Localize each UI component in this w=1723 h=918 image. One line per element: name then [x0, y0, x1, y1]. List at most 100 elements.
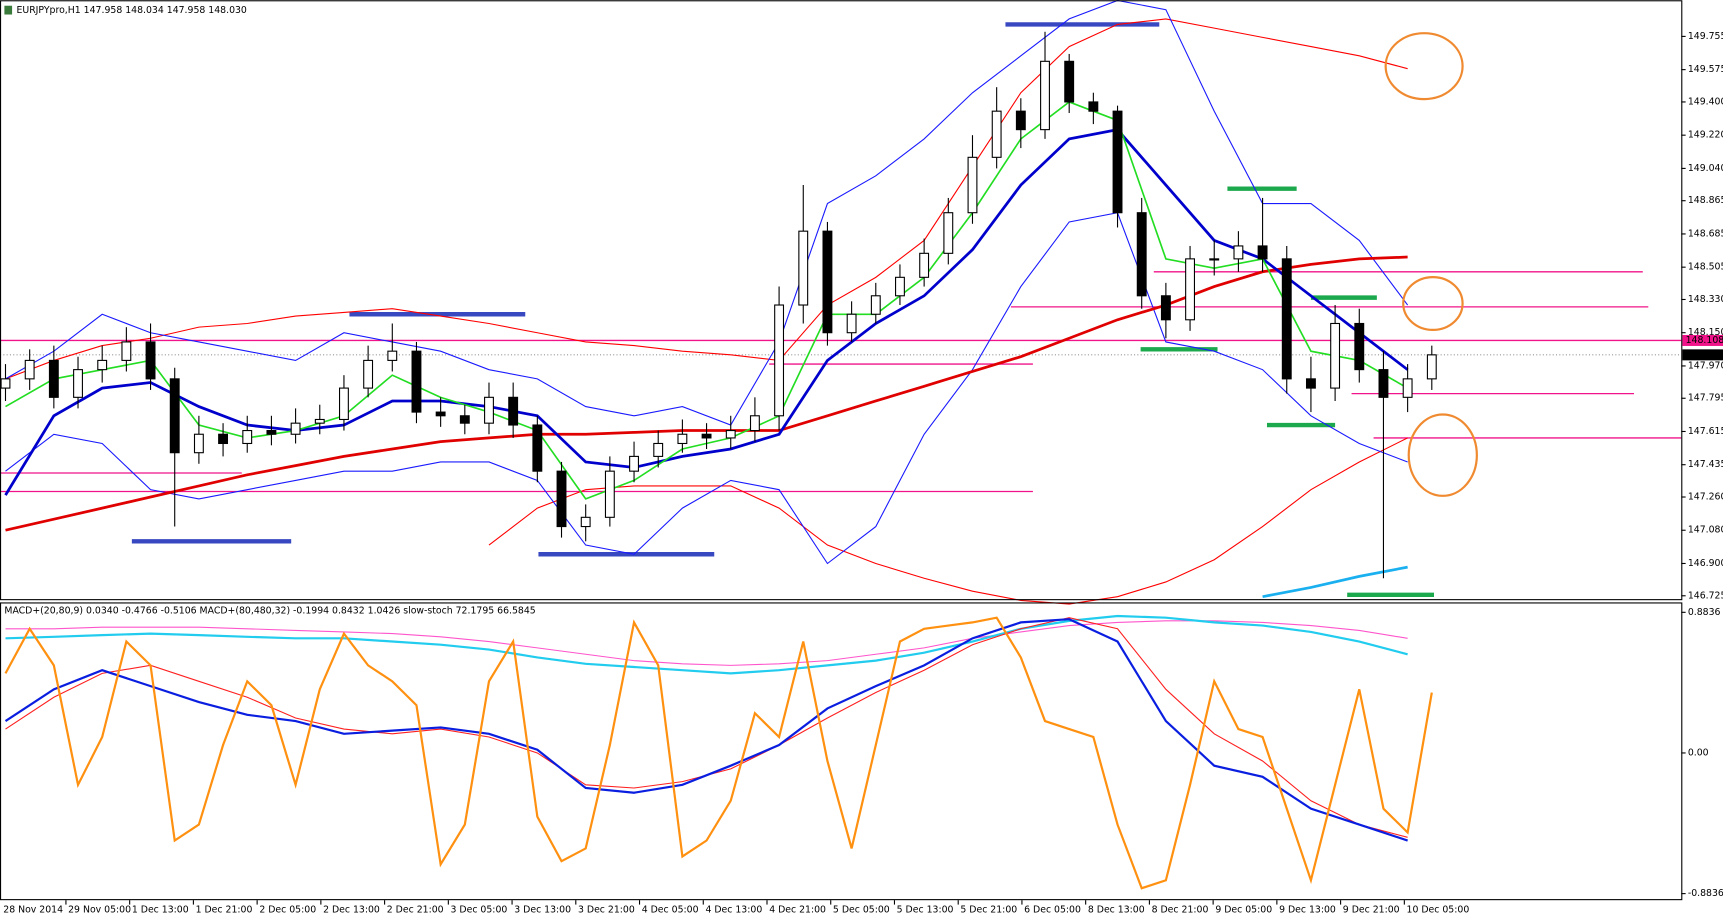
y-tick-label: 149.575 — [1688, 64, 1723, 75]
indicator-line — [4, 618, 1408, 842]
y-tick-label: 146.725 — [1688, 590, 1723, 601]
y-tick-label: 147.080 — [1688, 525, 1723, 536]
y-tick-label: 149.400 — [1688, 96, 1723, 107]
candle-body — [1160, 295, 1171, 321]
y-tick-label: 148.685 — [1688, 228, 1723, 239]
candle-body — [580, 516, 591, 528]
candle-body — [73, 369, 83, 398]
candle-body — [1402, 378, 1413, 398]
candle-body — [363, 359, 374, 389]
y-tick-label: 147.795 — [1688, 393, 1723, 404]
candle-body — [1281, 258, 1292, 380]
candle-body — [1064, 60, 1075, 103]
x-tick-label: 1 Dec 21:00 — [196, 905, 253, 916]
x-tick-label: 5 Dec 21:00 — [960, 905, 1017, 916]
annotation-circle — [1402, 276, 1464, 331]
level-flag — [1682, 334, 1723, 346]
indicator-line — [5, 620, 1408, 666]
candle-body — [701, 433, 712, 439]
indicator-pane-frame — [0, 602, 1683, 901]
y-tick-label: 147.260 — [1688, 492, 1723, 503]
y-tick-label: 148.865 — [1688, 195, 1723, 206]
indicator-line — [5, 18, 1408, 380]
candle-body — [193, 433, 204, 454]
candle-body — [1305, 378, 1316, 389]
candle-body — [991, 110, 1002, 158]
candle-body — [1233, 245, 1244, 260]
y-tick-label: 149.755 — [1688, 31, 1723, 42]
candle-body — [218, 433, 229, 445]
y-tick-label: 149.220 — [1688, 130, 1723, 141]
candle-body — [798, 230, 809, 306]
x-tick-label: 5 Dec 05:00 — [833, 905, 890, 916]
candle-body — [411, 350, 422, 413]
candle-body — [1209, 258, 1220, 261]
candle-body — [822, 230, 833, 334]
indicator-line — [5, 614, 1408, 675]
y-tick-label: 147.970 — [1688, 360, 1723, 371]
candle-body — [314, 418, 325, 424]
current-price-flag — [1682, 349, 1723, 361]
x-tick-label: 28 Nov 2014 — [3, 905, 63, 916]
x-tick-label: 6 Dec 05:00 — [1024, 905, 1081, 916]
candle-body — [387, 350, 398, 361]
x-tick-label: 2 Dec 05:00 — [259, 905, 316, 916]
x-tick-label: 9 Dec 21:00 — [1343, 905, 1400, 916]
x-tick-label: 1 Dec 13:00 — [132, 905, 189, 916]
candle-body — [242, 430, 253, 445]
candle-body — [0, 378, 11, 389]
y-tick-label: -0.8836 — [1688, 888, 1723, 899]
x-tick-label: 4 Dec 13:00 — [705, 905, 762, 916]
indicator-line — [4, 616, 1433, 890]
indicator-line — [5, 0, 1409, 426]
x-tick-label: 8 Dec 13:00 — [1088, 905, 1145, 916]
price-pane-title: EURJPYpro,H1 147.958 148.034 147.958 148… — [16, 5, 246, 16]
candle-body — [725, 430, 736, 439]
candle-body — [1088, 101, 1099, 112]
candle-body — [870, 295, 881, 315]
y-tick-label: 148.505 — [1688, 262, 1723, 273]
candle-body — [48, 359, 59, 398]
candle-body — [1015, 110, 1026, 131]
current-price-label: 148.030 — [1686, 349, 1723, 360]
candle-body — [967, 156, 978, 214]
x-tick-label: 10 Dec 05:00 — [1407, 905, 1470, 916]
x-tick-label: 4 Dec 05:00 — [642, 905, 699, 916]
candle-body — [919, 252, 930, 278]
candle-body — [121, 341, 132, 361]
level-flag-label: 148.108 — [1686, 335, 1723, 346]
candle-body — [774, 304, 785, 417]
x-tick-label: 4 Dec 21:00 — [769, 905, 826, 916]
y-tick-label: 149.040 — [1688, 163, 1723, 174]
candle-body — [145, 341, 156, 380]
candle-body — [846, 313, 857, 334]
candle-body — [484, 396, 494, 424]
x-tick-label: 9 Dec 05:00 — [1215, 905, 1272, 916]
x-tick-label: 2 Dec 13:00 — [323, 905, 380, 916]
annotation-circle — [1384, 32, 1464, 101]
candle-body — [1354, 322, 1365, 371]
x-tick-label: 2 Dec 21:00 — [387, 905, 444, 916]
candle-body — [435, 411, 446, 417]
candle-body — [1040, 60, 1050, 131]
candle-body — [290, 422, 301, 435]
candle-body — [266, 430, 277, 435]
candle-body — [508, 396, 519, 426]
candle-body — [556, 470, 567, 528]
x-tick-label: 8 Dec 21:00 — [1152, 905, 1209, 916]
indicator-pane-title: MACD+(20,80,9) 0.0340 -0.4766 -0.5106 MA… — [4, 606, 535, 617]
indicator-line — [4, 128, 1409, 496]
candle-body — [943, 212, 954, 254]
candle-body — [629, 455, 639, 472]
y-tick-label: 148.150 — [1688, 327, 1723, 338]
y-tick-label: 0.8836 — [1688, 607, 1721, 618]
price-pane-frame — [0, 0, 1683, 601]
indicator-line — [5, 212, 1408, 565]
candle-body — [677, 433, 688, 445]
candle-body — [459, 415, 470, 424]
x-tick-label: 29 Nov 05:00 — [68, 905, 131, 916]
candle-body — [97, 359, 108, 371]
